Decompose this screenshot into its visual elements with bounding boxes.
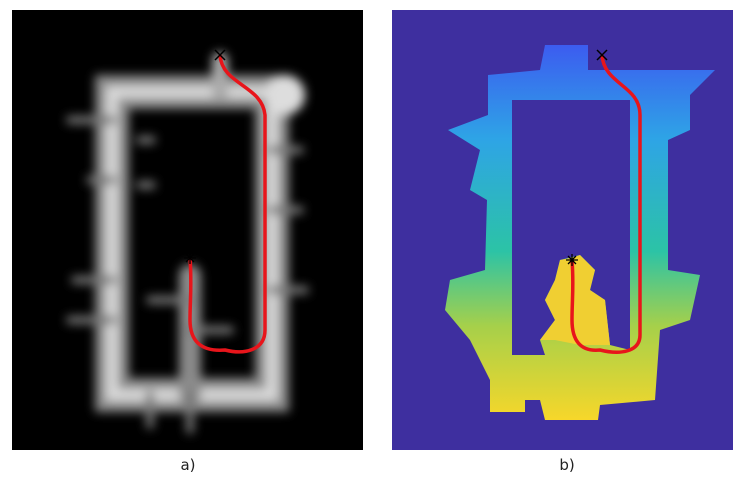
panel-label: a)	[180, 456, 195, 474]
panel-a: a)	[12, 10, 363, 474]
panel-label: b)	[559, 456, 574, 474]
panel-b: b)	[392, 10, 733, 474]
figure: a) b)	[0, 0, 734, 481]
